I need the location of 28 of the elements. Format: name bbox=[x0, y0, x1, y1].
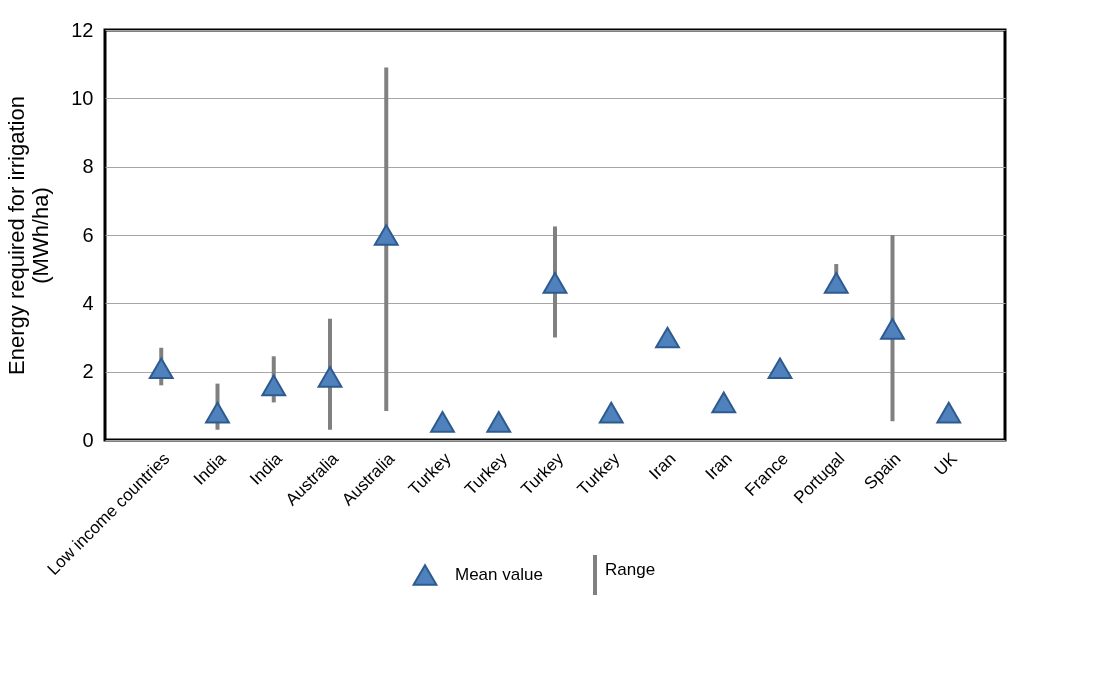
point bbox=[823, 271, 849, 294]
point bbox=[880, 318, 905, 340]
y-tick-label: 4 bbox=[82, 291, 94, 314]
legend-label: Mean value bbox=[455, 565, 543, 584]
y-tick-label: 2 bbox=[82, 360, 94, 383]
y-tick-label: 8 bbox=[82, 155, 94, 178]
point bbox=[655, 326, 680, 349]
point bbox=[542, 271, 568, 294]
x-tick-label: Iran bbox=[645, 449, 680, 484]
y-tick-label: 0 bbox=[82, 428, 94, 451]
point bbox=[373, 224, 399, 246]
point bbox=[261, 374, 287, 397]
text: Range bbox=[605, 560, 656, 579]
point bbox=[486, 411, 512, 433]
y-tick-label: 6 bbox=[82, 223, 94, 246]
point bbox=[430, 411, 455, 433]
point bbox=[598, 401, 624, 424]
y-axis-title: Energy required for irrigation (MWh/ha) bbox=[4, 96, 54, 375]
point bbox=[936, 401, 962, 424]
point bbox=[148, 357, 174, 380]
y-tick-label: 12 bbox=[71, 18, 94, 41]
point bbox=[767, 357, 793, 380]
point bbox=[711, 391, 737, 414]
point bbox=[205, 401, 230, 424]
point bbox=[317, 365, 343, 388]
x-tick-label: UK bbox=[930, 448, 962, 480]
y-tick-label: 10 bbox=[71, 86, 94, 109]
x-tick-label: Iran bbox=[701, 449, 736, 484]
